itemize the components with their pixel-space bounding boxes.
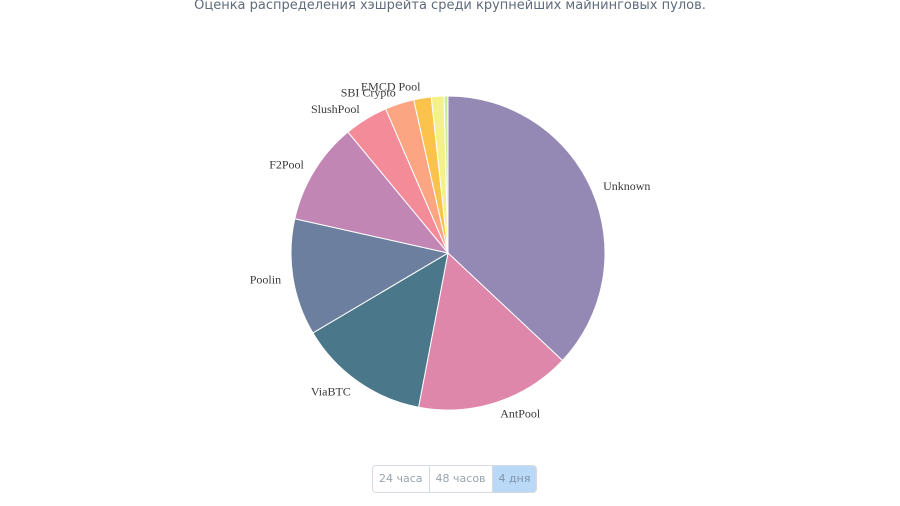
pie-slice[interactable] — [443, 95, 449, 254]
pie-slice[interactable] — [312, 252, 449, 408]
pie-slice-label: SBI Crypto — [341, 85, 396, 99]
pie-slice-label: ViaBTC — [311, 384, 351, 398]
pie-slice-label: F2Pool — [269, 158, 304, 172]
pie-slice[interactable] — [290, 218, 450, 334]
pie-slice-label: SlushPool — [311, 102, 360, 116]
pie-slice-label: Poolin — [250, 272, 281, 286]
range-24h-button[interactable]: 24 часа — [373, 466, 430, 492]
time-range-selector: 24 часа 48 часов 4 дня — [372, 465, 538, 493]
pie-slices — [290, 95, 606, 411]
pie-labels: Unknown AntPool ViaBTC Poolin F2Pool SlushPoo… — [250, 79, 651, 420]
range-48h-button[interactable]: 48 часов — [429, 466, 493, 492]
pie-slice[interactable] — [294, 131, 450, 254]
range-4d-button[interactable]: 4 дня — [492, 466, 537, 492]
chart-subtitle: Оценка распределения хэшрейта среди круп… — [194, 0, 706, 13]
pie-slice-label: Unknown — [603, 179, 650, 193]
pie-slice-label: AntPool — [500, 407, 541, 421]
pie-slice[interactable] — [417, 252, 564, 411]
pie-slice-label: EMCD Pool — [361, 79, 421, 93]
pie-slice[interactable] — [447, 95, 606, 362]
